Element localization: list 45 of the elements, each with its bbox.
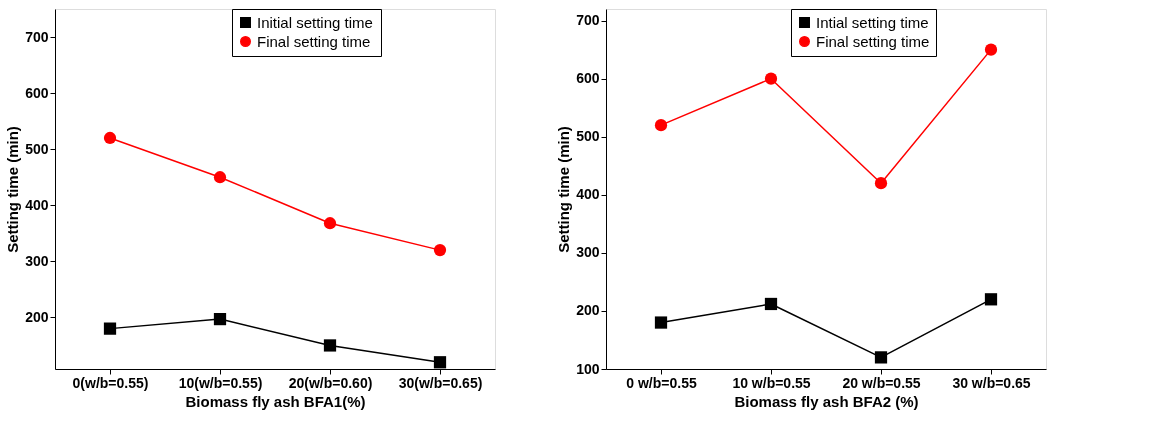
y-tick-label: 200 <box>25 308 49 325</box>
legend-label: Initial setting time <box>257 13 373 31</box>
y-tick-label: 300 <box>576 244 600 261</box>
y-tick-label: 200 <box>576 302 600 319</box>
y-tick-label: 600 <box>25 84 49 101</box>
y-tick-label: 500 <box>25 140 49 157</box>
point <box>103 322 117 335</box>
point <box>984 293 998 306</box>
y-axis-title: Setting time (min) <box>4 126 22 253</box>
x-tick-label: 10 w/b=0.55 <box>732 374 811 391</box>
point <box>764 72 778 85</box>
x-tick-label: 20 w/b=0.55 <box>842 374 921 391</box>
y-tick-label: 700 <box>576 12 600 29</box>
point <box>433 356 447 369</box>
y-tick-label: 400 <box>576 186 600 203</box>
y-tick-label: 700 <box>25 28 49 45</box>
x-axis-title: Biomass fly ash BFA2 (%) <box>734 392 919 410</box>
y-tick-label: 400 <box>25 196 49 213</box>
point <box>874 351 888 364</box>
x-tick-label: 0 w/b=0.55 <box>626 374 697 391</box>
point <box>103 131 117 145</box>
y-tick-label: 100 <box>576 360 600 377</box>
x-tick-label: 30 w/b=0.65 <box>952 374 1031 391</box>
y-axis-title: Setting time (min) <box>555 126 573 253</box>
x-tick-label: 30(w/b=0.65) <box>398 374 483 391</box>
legend-label: Intial setting time <box>816 13 929 31</box>
point <box>213 171 227 184</box>
point <box>984 43 998 56</box>
point <box>764 297 778 311</box>
y-tick-label: 500 <box>576 128 600 145</box>
x-tick-label: 10(w/b=0.55) <box>178 374 263 391</box>
legend-label: Final setting time <box>816 32 930 50</box>
y-tick-label: 600 <box>576 70 600 87</box>
point <box>213 312 227 326</box>
legend-label: Final setting time <box>257 32 371 50</box>
x-axis-title: Biomass fly ash BFA1(%) <box>185 392 366 410</box>
x-tick-label: 20(w/b=0.60) <box>288 374 373 391</box>
point <box>654 316 668 329</box>
y-tick-label: 300 <box>25 252 49 269</box>
point <box>874 177 888 190</box>
point <box>433 244 447 257</box>
point <box>323 217 337 230</box>
x-tick-label: 0(w/b=0.55) <box>72 374 149 391</box>
point <box>654 119 668 132</box>
point <box>323 339 337 352</box>
